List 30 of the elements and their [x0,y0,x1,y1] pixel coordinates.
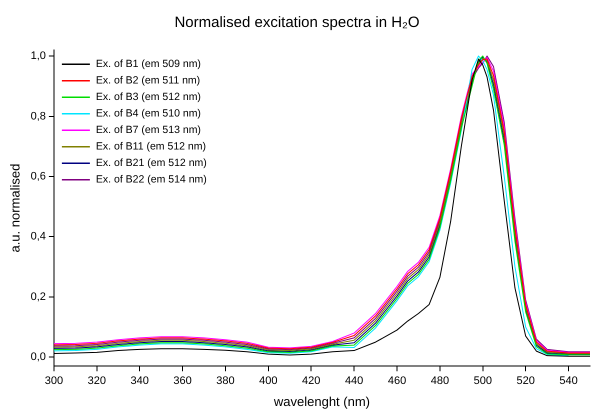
y-tick-label: 0,4 [30,230,46,243]
legend-label: Ex. of B22 (em 514 nm) [96,174,207,186]
x-tick-label: 520 [516,374,535,387]
y-tick-label: 0,6 [30,170,46,183]
x-tick-label: 360 [173,374,192,387]
x-tick-label: 460 [388,374,406,387]
y-tick-label: 0,2 [30,290,46,303]
x-tick-label: 400 [259,374,278,387]
legend-label: Ex. of B11 (em 512 nm) [96,140,206,153]
legend-label: Ex. of B4 (em 510 nm) [96,108,201,120]
chart-title: Normalised excitation spectra in H₂O [174,14,420,32]
x-tick-label: 440 [344,374,364,387]
x-tick-label: 340 [130,374,149,387]
legend-label: Ex. of B3 (em 512 nm) [96,91,201,104]
x-tick-label: 420 [302,374,320,387]
legend-label: Ex. of B1 (em 509 nm) [96,58,201,70]
y-axis-title: a.u. normalised [7,164,22,253]
x-tick-label: 480 [430,374,450,387]
y-tick-label: 1,0 [30,50,46,62]
legend-label: Ex. of B2 (em 511 nm) [96,74,200,87]
x-tick-label: 540 [559,374,578,387]
x-tick-label: 380 [216,374,235,387]
x-tick-label: 500 [474,374,492,387]
legend-label: Ex. of B7 (em 513 nm) [96,124,201,136]
x-axis-title: wavelenght (nm) [272,394,370,409]
y-tick-label: 0,8 [30,110,46,122]
legend-label: Ex. of B21 (em 512 nm) [96,157,207,170]
y-tick-label: 0,0 [30,351,46,364]
x-tick-label: 300 [44,374,64,387]
x-tick-label: 320 [88,374,106,387]
